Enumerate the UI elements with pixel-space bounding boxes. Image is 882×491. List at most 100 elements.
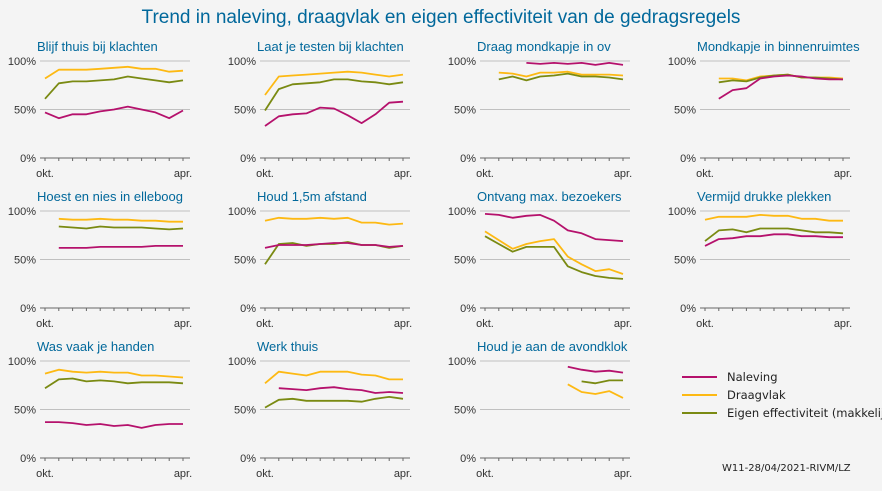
- y-tick-label: 50%: [454, 405, 476, 417]
- footer-credit: W11-28/04/2021-RIVM/LZ: [722, 463, 851, 474]
- panel-title: Houd je aan de avondklok: [477, 339, 628, 354]
- series-line-eigen: [581, 379, 623, 385]
- panel-title: Hoest en nies in elleboog: [37, 189, 183, 204]
- series-line-eigen: [58, 225, 184, 231]
- y-tick-label: 0%: [20, 153, 36, 165]
- series-line-naleving: [526, 62, 624, 66]
- series-line-naleving: [704, 233, 843, 247]
- panel-title: Ontvang max. bezoekers: [477, 189, 622, 204]
- x-tick-label: apr.: [174, 168, 192, 180]
- y-tick-label: 0%: [460, 303, 476, 315]
- series-line-naleving: [718, 74, 843, 100]
- y-tick-label: 0%: [460, 153, 476, 165]
- x-tick-label: okt.: [36, 468, 54, 480]
- y-tick-label: 100%: [228, 206, 256, 218]
- x-tick-label: apr.: [394, 468, 412, 480]
- x-tick-label: okt.: [476, 468, 494, 480]
- y-tick-label: 50%: [454, 255, 476, 267]
- x-tick-label: apr.: [394, 318, 412, 330]
- series-line-draagvlak: [58, 217, 183, 223]
- y-tick-label: 50%: [234, 405, 256, 417]
- x-tick-label: okt.: [476, 168, 494, 180]
- series-line-naleving: [567, 365, 624, 374]
- x-tick-label: okt.: [256, 318, 274, 330]
- y-tick-label: 100%: [8, 206, 36, 218]
- x-tick-label: apr.: [614, 468, 632, 480]
- panel-title: Draag mondkapje in ov: [477, 39, 611, 54]
- y-tick-label: 100%: [8, 356, 36, 368]
- x-tick-label: okt.: [256, 168, 274, 180]
- y-tick-label: 0%: [460, 453, 476, 465]
- y-tick-label: 100%: [448, 206, 476, 218]
- panel-title: Werk thuis: [257, 339, 319, 354]
- legend-label-naleving: Naleving: [727, 370, 778, 384]
- series-line-draagvlak: [704, 214, 843, 222]
- y-tick-label: 0%: [680, 153, 696, 165]
- x-tick-label: apr.: [394, 168, 412, 180]
- y-tick-label: 50%: [674, 255, 696, 267]
- x-tick-label: apr.: [174, 318, 192, 330]
- y-tick-label: 50%: [234, 105, 256, 117]
- series-line-eigen: [484, 235, 624, 280]
- series-line-eigen: [264, 78, 404, 111]
- y-tick-label: 0%: [20, 303, 36, 315]
- x-tick-label: okt.: [256, 468, 274, 480]
- panel-title: Blijf thuis bij klachten: [37, 39, 158, 54]
- x-tick-label: apr.: [174, 468, 192, 480]
- legend-label-draagvlak: Draagvlak: [727, 388, 786, 402]
- series-line-naleving: [484, 213, 624, 242]
- series-line-eigen: [498, 72, 624, 82]
- panel-title: Vermijd drukke plekken: [697, 189, 831, 204]
- series-line-eigen: [718, 73, 844, 84]
- x-tick-label: apr.: [834, 168, 852, 180]
- y-tick-label: 100%: [228, 56, 256, 68]
- y-tick-label: 100%: [448, 356, 476, 368]
- x-tick-label: okt.: [696, 168, 714, 180]
- x-tick-label: okt.: [696, 318, 714, 330]
- series-line-naleving: [264, 100, 404, 127]
- y-tick-label: 50%: [234, 255, 256, 267]
- series-line-naleving: [45, 421, 183, 429]
- panel-title: Mondkapje in binnenruimtes: [697, 39, 860, 54]
- x-tick-label: apr.: [834, 318, 852, 330]
- panel-title: Laat je testen bij klachten: [257, 39, 404, 54]
- legend: Naleving Draagvlak Eigen effectiviteit (ma…: [682, 370, 882, 420]
- y-tick-label: 50%: [674, 105, 696, 117]
- series-line-eigen: [264, 396, 404, 409]
- series-line-draagvlak: [484, 230, 624, 275]
- chart-title: Trend in naleving, draagvlak en eigen ef…: [142, 7, 741, 28]
- x-tick-label: okt.: [36, 168, 54, 180]
- series-line-draagvlak: [567, 383, 624, 399]
- y-tick-label: 50%: [14, 255, 36, 267]
- series-line-draagvlak: [264, 70, 404, 96]
- y-tick-label: 100%: [228, 356, 256, 368]
- series-line-eigen: [44, 377, 184, 389]
- series-line-naleving: [264, 242, 404, 249]
- y-tick-label: 100%: [8, 56, 36, 68]
- x-tick-label: apr.: [614, 168, 632, 180]
- y-tick-label: 100%: [668, 56, 696, 68]
- y-tick-label: 0%: [240, 153, 256, 165]
- series-line-draagvlak: [44, 65, 184, 80]
- panel-title: Was vaak je handen: [37, 339, 154, 354]
- series-line-naleving: [58, 245, 183, 249]
- y-tick-label: 100%: [668, 206, 696, 218]
- panel-title: Houd 1,5m afstand: [257, 189, 367, 204]
- series-line-draagvlak: [264, 370, 403, 384]
- x-tick-label: apr.: [614, 318, 632, 330]
- y-tick-label: 50%: [14, 405, 36, 417]
- x-tick-label: okt.: [476, 318, 494, 330]
- series-line-naleving: [44, 105, 184, 120]
- y-tick-label: 0%: [20, 453, 36, 465]
